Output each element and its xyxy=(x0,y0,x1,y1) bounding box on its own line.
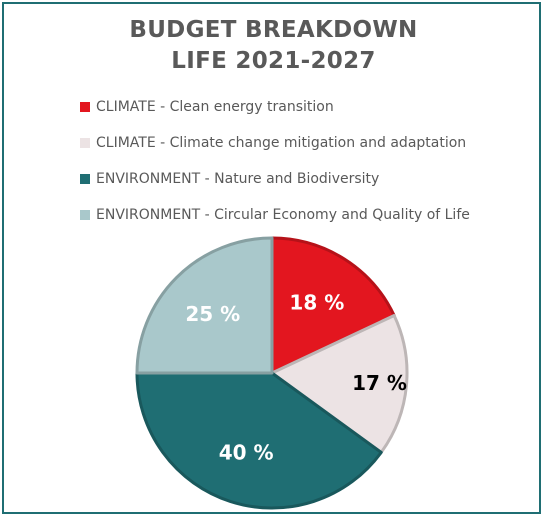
legend-label: ENVIRONMENT - Circular Economy and Quali… xyxy=(96,207,470,223)
pie-slice-label-1: 18 % xyxy=(289,290,344,314)
chart-title-line-2: LIFE 2021-2027 xyxy=(171,48,376,74)
pie-slice-label-4: 25 % xyxy=(185,302,240,326)
legend-label: CLIMATE - Climate change mitigation and … xyxy=(96,135,467,151)
legend-swatch xyxy=(80,138,90,148)
pie-slice-3 xyxy=(135,371,383,510)
legend-swatch xyxy=(80,174,90,184)
legend-item-4: ENVIRONMENT - Circular Economy and Quali… xyxy=(80,205,470,225)
legend-swatch xyxy=(80,210,90,220)
legend-label: ENVIRONMENT - Nature and Biodiversity xyxy=(96,171,380,187)
pie-slice-2 xyxy=(270,314,409,454)
legend-swatch xyxy=(80,102,90,112)
legend-item-3: ENVIRONMENT - Nature and Biodiversity xyxy=(80,169,379,189)
legend-label: CLIMATE - Clean energy transition xyxy=(96,99,334,115)
pie-slice-label-3: 40 % xyxy=(219,441,274,465)
pie-slice-4 xyxy=(135,236,274,375)
chart-title-line-1: BUDGET BREAKDOWN xyxy=(129,17,418,43)
legend-item-1: CLIMATE - Clean energy transition xyxy=(80,97,334,117)
pie-slice-label-2: 17 % xyxy=(352,371,407,395)
legend-item-2: CLIMATE - Climate change mitigation and … xyxy=(80,133,466,153)
pie-slice-1 xyxy=(270,236,396,375)
